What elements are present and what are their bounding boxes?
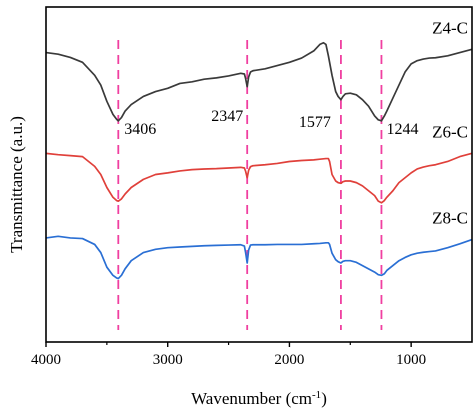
series-line-z6-c <box>45 152 473 204</box>
x-tick-label-4000: 4000 <box>31 352 61 368</box>
series-line-z4-c <box>45 41 473 122</box>
series-line-z8-c <box>45 235 473 280</box>
x-tick-label-2000: 2000 <box>274 352 304 368</box>
peak-label-1577: 1577 <box>299 114 331 131</box>
plot-frame <box>45 6 473 343</box>
peak-label-2347: 2347 <box>211 108 243 125</box>
peak-marker-lines <box>117 40 383 330</box>
x-axis-ticks: 4000 3000 2000 1000 <box>31 342 426 368</box>
peak-labels: 3406 2347 1577 1244 <box>124 108 418 138</box>
x-axis-title: Wavenumber (cm-1) <box>191 389 327 408</box>
x-tick-label-1000: 1000 <box>396 352 426 368</box>
y-axis-title: Transmittance (a.u.) <box>7 116 26 253</box>
series-labels: Z4-C Z6-C Z8-C <box>432 18 468 227</box>
series-label-z8-c: Z8-C <box>432 209 468 228</box>
spectra-series <box>45 41 473 280</box>
x-tick-label-3000: 3000 <box>153 352 183 368</box>
peak-label-1244: 1244 <box>386 121 418 138</box>
peak-label-3406: 3406 <box>124 121 156 138</box>
series-label-z6-c: Z6-C <box>432 122 468 141</box>
series-label-z4-c: Z4-C <box>432 18 468 37</box>
